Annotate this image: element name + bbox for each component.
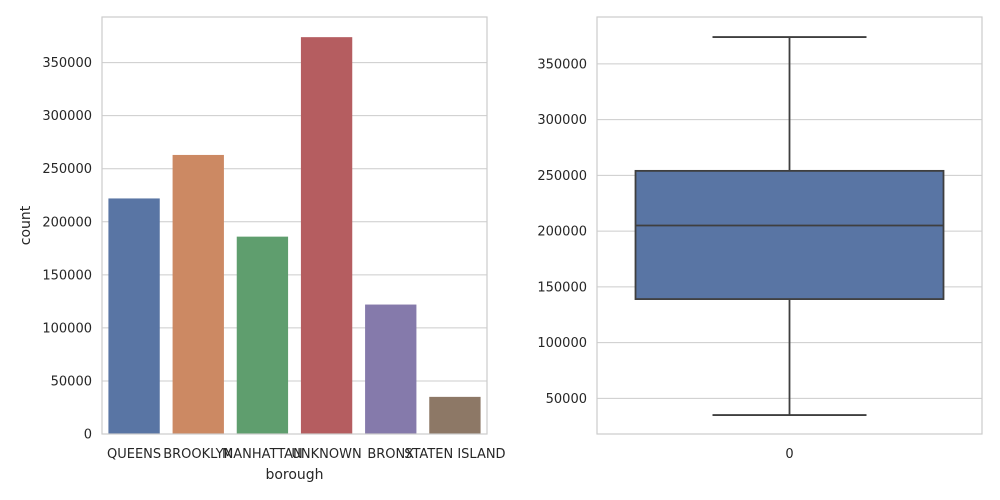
bar-chart-panel: 0 50000 100000 150000 200000 250000 300000 3500… xyxy=(18,16,506,483)
bar-chart-x-tick-label: QUEENS xyxy=(107,447,161,462)
box-plot-y-tick-label: 150000 xyxy=(537,280,587,295)
bar-chart-x-axis-label: borough xyxy=(265,467,323,483)
box-plot-y-ticks: 50000 100000 150000 200000 250000 300000 35000… xyxy=(537,57,587,406)
box-plot-x-ticks: 0 xyxy=(785,447,793,462)
box-plot-y-tick-label: 300000 xyxy=(537,113,587,128)
bar-chart-x-tick-label: BROOKLYN xyxy=(163,447,233,462)
bar-chart-frame xyxy=(101,16,488,435)
box-plot-y-tick-label: 100000 xyxy=(537,336,587,351)
bar-chart-x-tick-label: STATEN ISLAND xyxy=(404,447,505,462)
bar-chart-x-tick-label: BRONX xyxy=(367,447,414,462)
bar-staten-island xyxy=(429,396,481,434)
bar-chart-bars xyxy=(108,37,481,434)
box-plot-panel: 50000 100000 150000 200000 250000 300000 35000… xyxy=(537,16,983,462)
bar-chart-y-tick-label: 150000 xyxy=(42,268,92,283)
box-iqr xyxy=(634,169,945,300)
bar-chart-y-ticks: 0 50000 100000 150000 200000 250000 300000 3500… xyxy=(42,56,92,442)
bar-chart-x-tick-label: MANHATTAN xyxy=(222,447,303,462)
bar-queens xyxy=(108,198,160,434)
bar-chart-y-tick-label: 300000 xyxy=(42,109,92,124)
box-plot-y-tick-label: 250000 xyxy=(537,169,587,184)
bar-unknown xyxy=(300,37,353,434)
box-plot-y-tick-label: 50000 xyxy=(546,392,587,407)
bar-chart-y-tick-label: 50000 xyxy=(51,374,92,389)
bar-brooklyn xyxy=(172,154,224,434)
box-plot-marks xyxy=(634,36,945,416)
bar-chart-y-tick-label: 350000 xyxy=(42,56,92,71)
bar-chart-y-tick-label: 0 xyxy=(84,428,92,443)
bar-chart-y-tick-label: 100000 xyxy=(42,321,92,336)
bar-chart-y-tick-label: 250000 xyxy=(42,162,92,177)
box-plot-y-tick-label: 200000 xyxy=(537,225,587,240)
bar-chart-x-tick-label: UNKNOWN xyxy=(291,447,361,462)
box-plot-x-tick-label: 0 xyxy=(785,447,793,462)
box-plot-y-tick-label: 350000 xyxy=(537,57,587,72)
bar-chart-y-axis-label: count xyxy=(18,205,34,245)
bar-bronx xyxy=(365,304,417,434)
bar-chart-y-tick-label: 200000 xyxy=(42,215,92,230)
bar-manhattan xyxy=(236,236,289,434)
bar-chart-gridlines xyxy=(102,62,487,435)
box-plot-frame xyxy=(596,16,983,435)
